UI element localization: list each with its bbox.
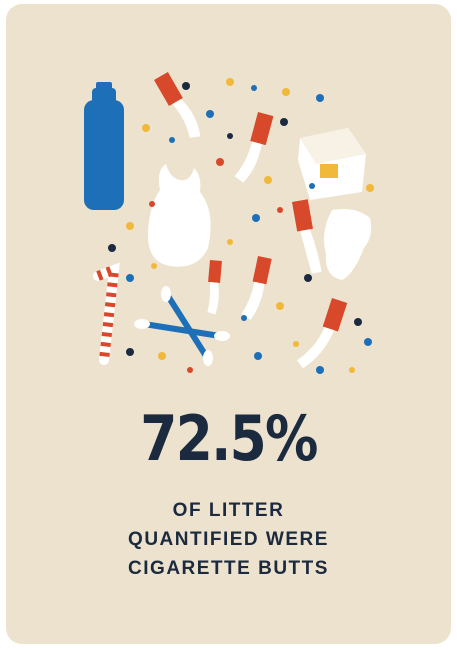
plastic-bottle-icon: [84, 82, 124, 210]
paper-scrap-icon: [324, 209, 372, 280]
plastic-bag-icon: [147, 164, 211, 267]
caption-line: QUANTIFIED WERE: [128, 529, 329, 550]
cigarette-butt-icon: [234, 111, 274, 183]
litter-illustration: [84, 72, 374, 374]
stat-card: [6, 4, 451, 644]
food-container-icon: [298, 128, 366, 200]
stat-caption: OF LITTER QUANTIFIED WERE CIGARETTE BUTT…: [0, 496, 457, 583]
straw-icon: [93, 262, 120, 365]
confetti-dots: [108, 78, 374, 374]
cotton-swab-icon: [134, 286, 230, 366]
cigarette-butt-icon: [207, 260, 222, 315]
caption-line: OF LITTER: [172, 500, 285, 521]
cigarette-butt-icon: [292, 199, 322, 274]
caption-line: CIGARETTE BUTTS: [128, 558, 329, 579]
cigarette-butt-icon: [241, 256, 272, 320]
cigarette-butt-icon: [154, 72, 201, 138]
cigarette-butt-icon: [297, 298, 348, 369]
stat-value: 72.5%: [140, 402, 318, 475]
